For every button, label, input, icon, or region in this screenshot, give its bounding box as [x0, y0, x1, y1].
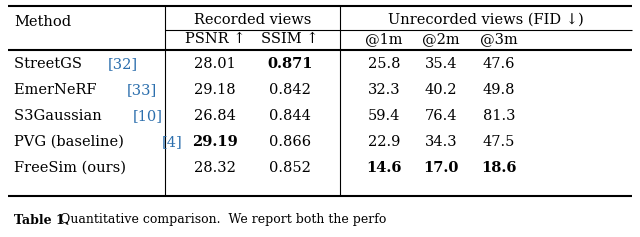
Text: Quantitative comparison.  We report both the perfo: Quantitative comparison. We report both … — [52, 214, 387, 227]
Text: 29.18: 29.18 — [194, 83, 236, 97]
Text: SSIM ↑: SSIM ↑ — [261, 32, 319, 46]
Text: [4]: [4] — [162, 135, 182, 149]
Text: @2m: @2m — [422, 32, 460, 46]
Text: 0.842: 0.842 — [269, 83, 311, 97]
Text: Table 1.: Table 1. — [14, 214, 69, 227]
Text: 0.871: 0.871 — [268, 57, 313, 71]
Text: 14.6: 14.6 — [366, 161, 402, 175]
Text: [32]: [32] — [108, 57, 138, 71]
Text: 26.84: 26.84 — [194, 109, 236, 123]
Text: FreeSim (ours): FreeSim (ours) — [14, 161, 131, 175]
Text: 47.6: 47.6 — [483, 57, 515, 71]
Text: 22.9: 22.9 — [368, 135, 400, 149]
Text: 0.866: 0.866 — [269, 135, 311, 149]
Text: 34.3: 34.3 — [425, 135, 458, 149]
Text: 18.6: 18.6 — [481, 161, 516, 175]
Text: Method: Method — [14, 15, 71, 29]
Text: 40.2: 40.2 — [425, 83, 457, 97]
Text: @3m: @3m — [480, 32, 518, 46]
Text: 76.4: 76.4 — [425, 109, 457, 123]
Text: [33]: [33] — [127, 83, 157, 97]
Text: 28.32: 28.32 — [194, 161, 236, 175]
Text: 47.5: 47.5 — [483, 135, 515, 149]
Text: PVG (baseline): PVG (baseline) — [14, 135, 129, 149]
Text: 81.3: 81.3 — [483, 109, 515, 123]
Text: 32.3: 32.3 — [368, 83, 400, 97]
Text: 28.01: 28.01 — [194, 57, 236, 71]
Text: EmerNeRF: EmerNeRF — [14, 83, 101, 97]
Text: @1m: @1m — [365, 32, 403, 46]
Text: PSNR ↑: PSNR ↑ — [185, 32, 245, 46]
Text: 59.4: 59.4 — [368, 109, 400, 123]
Text: Unrecorded views (FID ↓): Unrecorded views (FID ↓) — [388, 13, 584, 27]
Text: 0.844: 0.844 — [269, 109, 311, 123]
Text: 17.0: 17.0 — [423, 161, 459, 175]
Text: [10]: [10] — [133, 109, 163, 123]
Text: 29.19: 29.19 — [192, 135, 238, 149]
Text: 35.4: 35.4 — [425, 57, 457, 71]
Text: Recorded views: Recorded views — [194, 13, 311, 27]
Text: StreetGS: StreetGS — [14, 57, 86, 71]
Text: 25.8: 25.8 — [368, 57, 400, 71]
Text: 0.852: 0.852 — [269, 161, 311, 175]
Text: 49.8: 49.8 — [483, 83, 515, 97]
Text: S3Gaussian: S3Gaussian — [14, 109, 106, 123]
